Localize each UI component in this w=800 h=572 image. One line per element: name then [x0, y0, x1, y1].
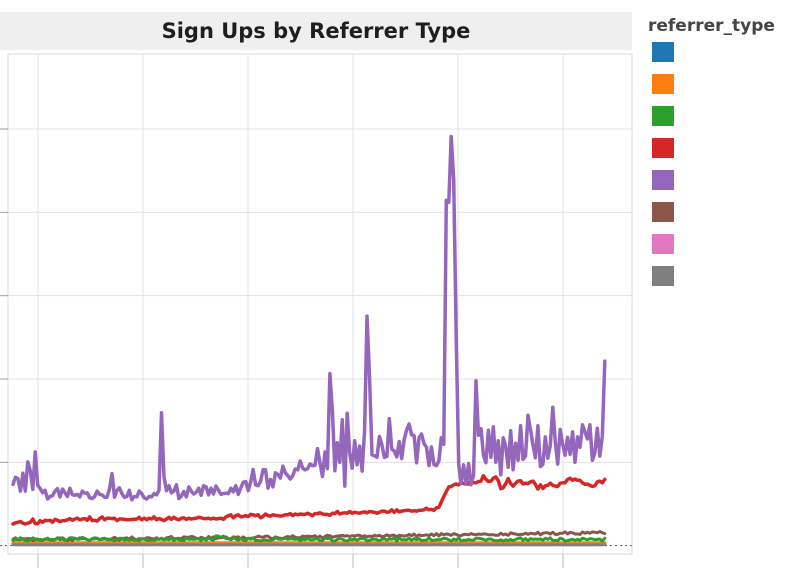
legend-title: referrer_type — [648, 16, 775, 36]
legend-swatch — [652, 138, 674, 158]
grid-layer — [0, 53, 633, 568]
plot-area — [0, 53, 633, 568]
legend-item[interactable] — [648, 138, 798, 170]
legend-swatch — [652, 202, 674, 222]
legend-swatch — [652, 42, 674, 62]
legend-item[interactable] — [648, 74, 798, 106]
series-line — [11, 534, 607, 543]
series-layer — [11, 134, 607, 547]
legend-item[interactable] — [648, 42, 798, 74]
legend-swatch — [652, 170, 674, 190]
legend-swatch — [652, 234, 674, 254]
legend-swatch — [652, 106, 674, 126]
legend-item[interactable] — [648, 266, 798, 298]
legend-items — [648, 42, 798, 298]
legend-swatch — [652, 266, 674, 286]
legend-item[interactable] — [648, 170, 798, 202]
chart-title-bar: Sign Ups by Referrer Type — [0, 12, 632, 50]
chart-title: Sign Ups by Referrer Type — [161, 19, 471, 43]
series-line — [11, 473, 607, 526]
legend-item[interactable] — [648, 234, 798, 266]
series-line — [11, 134, 607, 502]
legend-swatch — [652, 74, 674, 94]
legend: referrer_type — [648, 14, 798, 298]
legend-item[interactable] — [648, 106, 798, 138]
legend-item[interactable] — [648, 202, 798, 234]
